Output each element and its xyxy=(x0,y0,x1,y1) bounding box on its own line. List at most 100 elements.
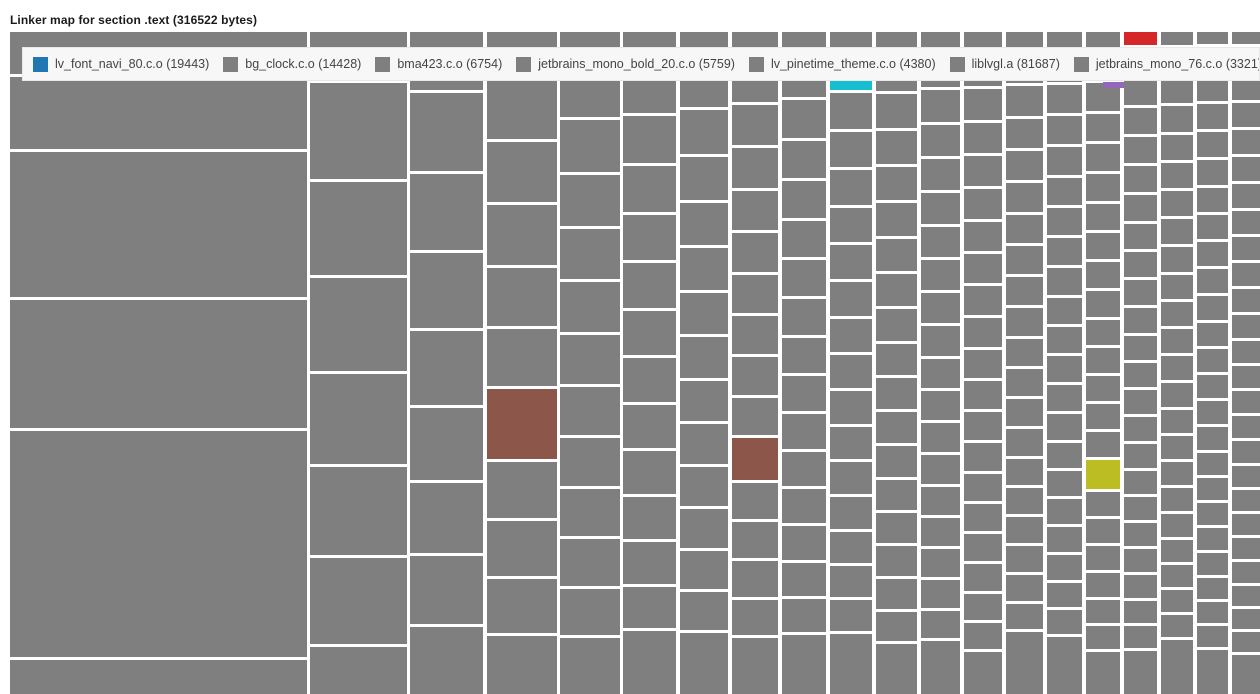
treemap-tile[interactable] xyxy=(1232,655,1260,694)
treemap-tile[interactable] xyxy=(560,120,620,172)
treemap-tile[interactable] xyxy=(1232,366,1260,388)
treemap-tile[interactable] xyxy=(680,467,728,506)
treemap-tile[interactable] xyxy=(964,254,1002,283)
treemap-tile[interactable] xyxy=(1197,528,1228,550)
treemap-tile[interactable] xyxy=(410,556,483,624)
treemap-tile[interactable] xyxy=(732,275,778,313)
treemap-tile[interactable] xyxy=(1197,349,1228,372)
treemap-tile[interactable] xyxy=(1161,247,1193,272)
treemap-tile[interactable] xyxy=(732,638,778,694)
treemap-tile[interactable] xyxy=(310,278,407,371)
treemap-tile[interactable] xyxy=(830,319,872,352)
treemap-tile[interactable] xyxy=(921,487,960,515)
treemap-tile[interactable] xyxy=(964,189,1002,219)
treemap-tile[interactable] xyxy=(310,647,407,694)
treemap-tile[interactable] xyxy=(1232,416,1260,438)
treemap-tile[interactable] xyxy=(1232,32,1260,44)
treemap-tile[interactable] xyxy=(1161,329,1193,353)
legend-item[interactable]: jetbrains_mono_76.c.o (3321) xyxy=(1073,56,1259,72)
highlighted-brown-tile[interactable] xyxy=(487,389,557,459)
highlighted-olive-tile[interactable] xyxy=(1086,460,1120,489)
treemap-tile[interactable] xyxy=(410,408,483,480)
treemap-tile[interactable] xyxy=(1086,144,1120,171)
treemap-tile[interactable] xyxy=(876,546,917,576)
treemap-tile[interactable] xyxy=(921,580,960,608)
treemap-tile[interactable] xyxy=(1124,252,1157,277)
treemap-tile[interactable] xyxy=(1197,578,1228,599)
treemap-tile[interactable] xyxy=(1124,108,1157,134)
treemap-tile[interactable] xyxy=(1232,237,1260,260)
treemap-tile[interactable] xyxy=(1086,348,1120,373)
treemap-tile[interactable] xyxy=(921,423,960,452)
treemap-tile[interactable] xyxy=(876,612,917,641)
treemap-tile[interactable] xyxy=(1197,427,1228,450)
treemap-tile[interactable] xyxy=(830,634,872,694)
treemap-tile[interactable] xyxy=(830,208,872,242)
treemap-tile[interactable] xyxy=(876,513,917,543)
treemap-tile[interactable] xyxy=(1197,132,1228,157)
treemap-tile[interactable] xyxy=(921,455,960,484)
treemap-tile[interactable] xyxy=(410,627,483,694)
treemap-tile[interactable] xyxy=(1161,640,1193,694)
treemap-tile[interactable] xyxy=(876,446,917,477)
treemap-tile[interactable] xyxy=(1124,471,1157,494)
treemap-tile[interactable] xyxy=(921,391,960,420)
treemap-tile[interactable] xyxy=(623,116,676,163)
treemap-tile[interactable] xyxy=(1124,651,1157,694)
treemap-tile[interactable] xyxy=(782,100,826,138)
treemap-tile[interactable] xyxy=(1047,356,1082,382)
treemap-tile[interactable] xyxy=(921,260,960,290)
legend-item[interactable]: bg_clock.c.o (14428) xyxy=(223,56,361,72)
treemap-tile[interactable] xyxy=(1047,147,1082,175)
treemap-tile[interactable] xyxy=(1232,586,1260,606)
treemap-tile[interactable] xyxy=(1047,85,1082,113)
treemap-tile[interactable] xyxy=(876,274,917,306)
treemap-tile[interactable] xyxy=(732,316,778,354)
treemap-tile[interactable] xyxy=(560,638,620,694)
treemap-tile[interactable] xyxy=(876,167,917,200)
treemap-tile[interactable] xyxy=(1047,610,1082,634)
treemap-tile[interactable] xyxy=(964,318,1002,347)
treemap-tile[interactable] xyxy=(1086,233,1120,259)
treemap-tile[interactable] xyxy=(1197,242,1228,266)
treemap-tile[interactable] xyxy=(921,549,960,577)
treemap-tile[interactable] xyxy=(1232,103,1260,127)
treemap-tile[interactable] xyxy=(1161,163,1193,188)
treemap-tile[interactable] xyxy=(830,245,872,279)
treemap-tile[interactable] xyxy=(623,451,676,494)
treemap-tile[interactable] xyxy=(1006,459,1043,485)
treemap-tile[interactable] xyxy=(1161,356,1193,380)
treemap-tile[interactable] xyxy=(830,170,872,205)
treemap-tile[interactable] xyxy=(1232,211,1260,234)
treemap-tile[interactable] xyxy=(876,309,917,341)
treemap-tile[interactable] xyxy=(680,509,728,548)
treemap-tile[interactable] xyxy=(876,480,917,510)
treemap-tile[interactable] xyxy=(1197,104,1228,129)
treemap-tile[interactable] xyxy=(1006,517,1043,543)
treemap-tile[interactable] xyxy=(560,229,620,279)
treemap-tile[interactable] xyxy=(1006,488,1043,514)
treemap-tile[interactable] xyxy=(964,156,1002,186)
treemap-tile[interactable] xyxy=(623,405,676,448)
treemap-tile[interactable] xyxy=(1124,363,1157,387)
treemap-tile[interactable] xyxy=(1006,32,1043,50)
treemap-tile[interactable] xyxy=(680,203,728,245)
treemap-tile[interactable] xyxy=(1161,383,1193,407)
treemap-tile[interactable] xyxy=(1197,626,1228,647)
treemap-tile[interactable] xyxy=(830,391,872,424)
treemap-tile[interactable] xyxy=(487,329,557,386)
treemap-tile[interactable] xyxy=(1047,555,1082,580)
treemap-tile[interactable] xyxy=(680,424,728,464)
treemap-tile[interactable] xyxy=(782,563,826,596)
treemap-tile[interactable] xyxy=(680,592,728,630)
treemap-tile[interactable] xyxy=(732,105,778,145)
treemap-tile[interactable] xyxy=(1161,488,1193,511)
treemap-tile[interactable] xyxy=(623,587,676,628)
treemap-tile[interactable] xyxy=(1197,503,1228,525)
treemap-tile[interactable] xyxy=(732,357,778,395)
treemap-tile[interactable] xyxy=(1047,327,1082,353)
treemap-tile[interactable] xyxy=(1047,414,1082,440)
treemap-tile[interactable] xyxy=(876,131,917,164)
treemap-tile[interactable] xyxy=(10,77,307,149)
treemap-tile[interactable] xyxy=(487,142,557,202)
